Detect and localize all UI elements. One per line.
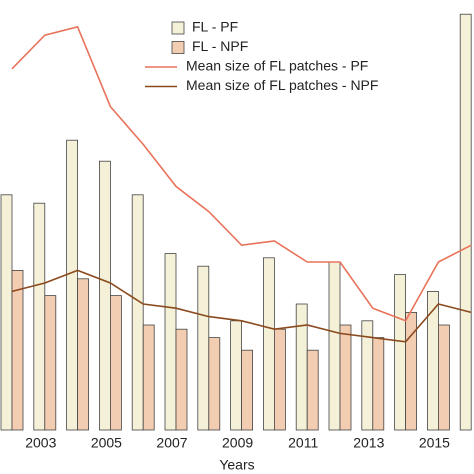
bar [11,269,24,431]
bar [426,290,439,431]
legend-swatch [171,41,185,54]
legend-label: FL - NPF [192,38,248,54]
bar [339,324,352,431]
bar [230,320,243,431]
bar [44,295,57,431]
bar [459,13,472,431]
bar [142,324,155,431]
bar [197,265,210,431]
bar [131,194,144,431]
bar [306,349,319,431]
bar [241,349,254,431]
bar [273,328,286,431]
bar [33,202,46,431]
x-tick-label: 2005 [91,435,122,451]
bar [175,328,188,431]
bar [99,160,111,431]
legend-swatch [171,21,185,35]
bar [262,257,275,431]
legend-label: Mean size of FL patches - NPF [186,77,378,93]
x-tick-label: 2011 [288,435,318,451]
line [11,25,472,322]
legend-label: Mean size of FL patches - PF [186,58,368,74]
bar [295,303,308,431]
x-tick-label: 2013 [353,435,384,451]
bar [394,274,407,431]
legend-label: FL - PF [192,19,238,35]
bar [0,194,13,431]
bar [110,295,122,431]
bar [328,261,341,431]
x-axis-title: Years [219,457,254,473]
x-tick-label: 2015 [419,435,450,451]
bar [66,139,78,431]
x-tick-label: 2003 [25,435,56,451]
bar [164,253,177,431]
x-tick-label: 2009 [222,435,253,451]
bar [208,337,221,431]
bar [77,278,89,431]
bar [372,337,385,431]
bar [437,324,450,431]
x-tick-label: 2007 [156,435,187,451]
line [11,269,472,343]
